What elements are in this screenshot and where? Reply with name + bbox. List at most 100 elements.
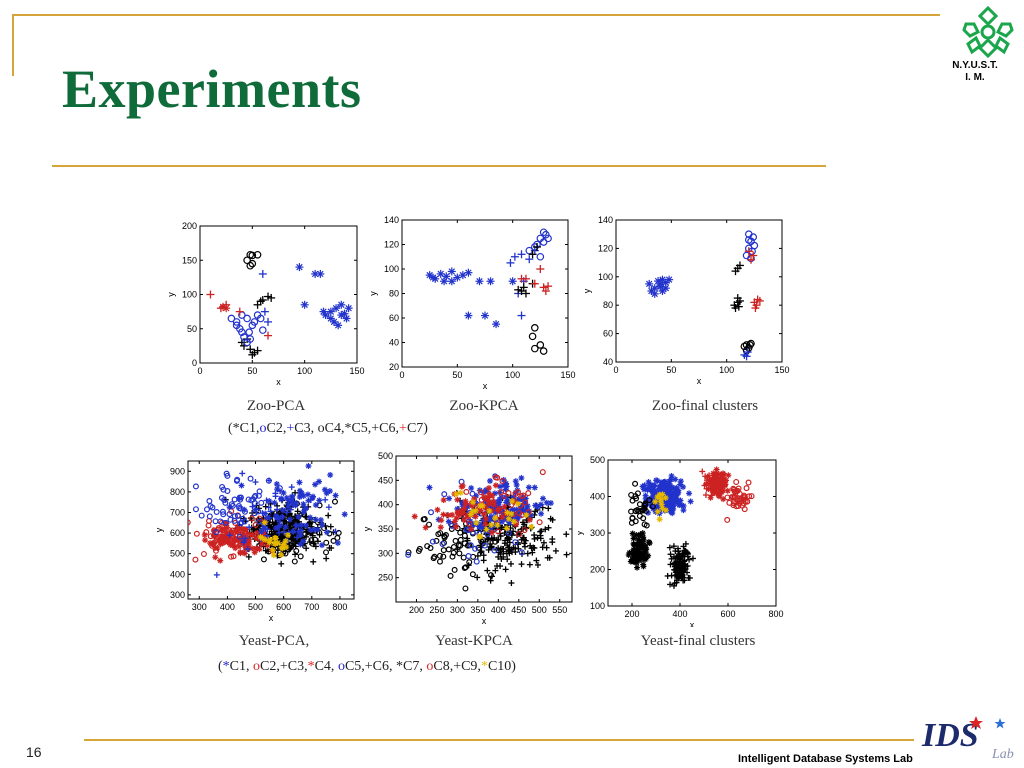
data-point	[454, 496, 461, 503]
y-axis-label: y	[154, 527, 164, 532]
data-point	[271, 499, 278, 506]
data-point	[536, 252, 545, 261]
data-point	[265, 504, 272, 511]
data-point	[459, 482, 466, 489]
x-tick-label: 0	[197, 366, 202, 376]
data-point	[248, 497, 255, 504]
data-point	[461, 565, 468, 572]
y-axis-label: y	[362, 526, 372, 531]
data-point	[496, 505, 503, 512]
x-tick-label: 200	[624, 609, 639, 619]
yeast-pca-caption: Yeast-PCA,	[238, 633, 310, 649]
zoo-cluster-legend: (*C1,oC2,+C3, oC4,*C5,+C6,+C7)	[228, 421, 428, 437]
data-point	[341, 511, 348, 518]
data-point	[231, 517, 238, 524]
data-point	[539, 347, 548, 355]
data-point	[636, 501, 643, 508]
data-point	[469, 529, 476, 536]
data-point	[531, 344, 539, 353]
data-point	[193, 530, 200, 537]
x-tick-label: 200	[409, 605, 424, 615]
title-underline	[52, 165, 826, 167]
data-point	[357, 487, 360, 493]
data-point	[426, 521, 433, 528]
data-point	[481, 542, 488, 549]
data-point	[496, 512, 503, 519]
data-point	[731, 304, 740, 313]
data-point	[486, 277, 495, 286]
zoo-final-plot: 0 50 100 150 40 60 80 100 120 140 x y	[582, 215, 790, 386]
data-point	[539, 469, 546, 476]
data-point	[219, 508, 226, 515]
y-tick-label: 80	[389, 289, 399, 299]
data-point	[478, 496, 485, 503]
data-point	[449, 511, 456, 518]
data-point	[304, 491, 311, 498]
data-point	[246, 524, 253, 531]
data-point	[457, 489, 464, 496]
data-point	[630, 546, 637, 553]
y-tick-label: 400	[378, 500, 393, 510]
data-point	[439, 540, 446, 547]
data-point	[246, 261, 255, 270]
data-point	[653, 477, 660, 484]
data-point	[238, 519, 245, 526]
data-point	[668, 472, 675, 479]
data-point	[734, 302, 743, 311]
y-tick-label: 350	[378, 524, 393, 534]
data-point	[549, 516, 556, 523]
data-point	[487, 540, 494, 547]
data-point	[295, 528, 302, 535]
data-point	[502, 566, 509, 573]
data-point	[280, 529, 287, 536]
data-point	[629, 530, 636, 537]
yeast-legend-part: *	[222, 659, 230, 674]
data-point	[275, 529, 282, 536]
lab-logo-subtext: Lab	[991, 747, 1014, 762]
data-point	[323, 529, 330, 536]
data-point	[629, 515, 636, 522]
data-point	[466, 520, 473, 527]
yeast-legend-part: o	[337, 659, 345, 674]
data-point	[457, 529, 464, 536]
data-point	[344, 304, 353, 313]
data-point	[680, 507, 687, 514]
yeast-legend-part: C10)	[487, 659, 516, 674]
data-point	[521, 527, 528, 534]
y-axis-label: y	[582, 288, 592, 293]
data-point	[312, 536, 319, 543]
data-point	[294, 508, 301, 515]
data-point	[658, 275, 667, 284]
data-point	[217, 557, 224, 564]
data-point	[482, 515, 489, 522]
data-point	[512, 490, 519, 497]
data-point	[252, 535, 259, 542]
data-point	[667, 551, 674, 558]
data-point	[252, 479, 259, 486]
data-point	[252, 506, 259, 513]
data-point	[731, 494, 738, 501]
y-tick-label: 500	[170, 549, 185, 559]
data-point	[500, 553, 507, 560]
data-point	[322, 496, 329, 503]
data-point	[480, 557, 487, 564]
data-point	[264, 526, 271, 533]
zoo-final-caption: Zoo-final clusters	[651, 398, 759, 414]
data-point	[646, 540, 653, 547]
y-tick-label: 40	[389, 338, 399, 348]
x-tick-label: 50	[666, 365, 676, 375]
y-tick-label: 250	[378, 573, 393, 583]
data-point	[453, 515, 460, 522]
data-point	[665, 488, 672, 495]
yeast-legend-part: (	[218, 659, 223, 674]
data-point	[474, 574, 481, 581]
data-point	[469, 571, 476, 578]
y-tick-label: 500	[378, 452, 393, 461]
data-point	[237, 549, 244, 556]
data-point	[323, 490, 330, 497]
y-tick-label: 50	[187, 324, 197, 334]
data-point	[469, 490, 476, 497]
data-point	[670, 506, 677, 513]
data-point	[260, 556, 267, 563]
zoo-legend-part: C2,	[266, 421, 287, 436]
